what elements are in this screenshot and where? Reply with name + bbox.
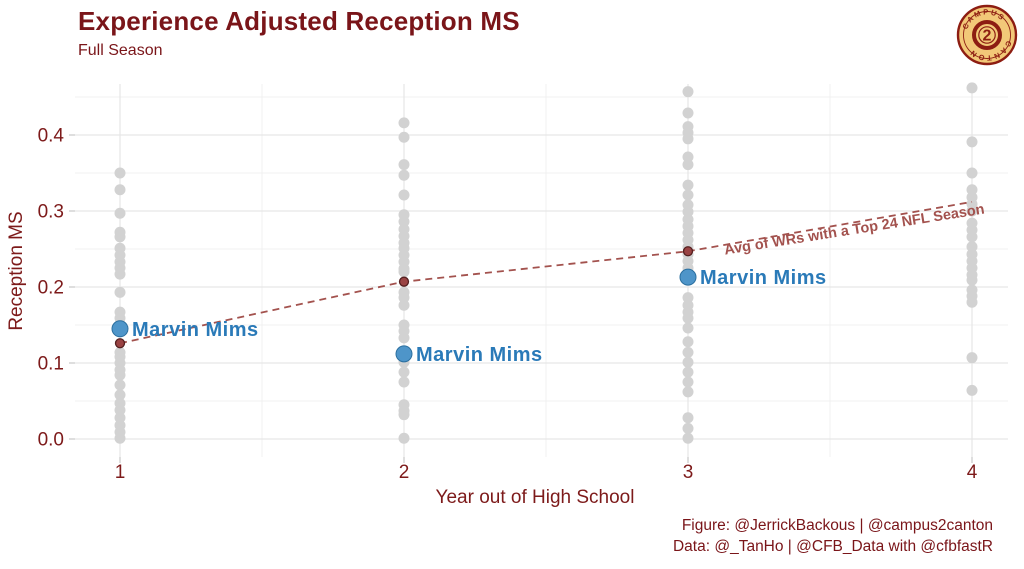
data-point: [114, 184, 126, 196]
data-point: [114, 369, 126, 381]
data-point: [682, 107, 694, 119]
data-point: [682, 366, 694, 378]
data-point: [966, 352, 978, 364]
data-point: [682, 386, 694, 398]
logo-center-digit: 2: [983, 28, 992, 45]
x-tick-label: 2: [399, 462, 410, 483]
data-point: [682, 432, 694, 444]
data-point: [966, 296, 978, 308]
data-point: [682, 159, 694, 171]
data-point: [682, 376, 694, 388]
y-tick-label: 0.3: [38, 202, 64, 223]
y-axis-title: Reception MS: [6, 211, 27, 330]
avg-trend-dashed-line: [119, 200, 973, 345]
data-point: [966, 231, 978, 243]
x-axis-tick-labels: 1 2 3 4: [115, 462, 978, 483]
data-point: [114, 167, 126, 179]
data-point: [114, 231, 126, 243]
credit-line-data: Data: @_TanHo | @CFB_Data with @cfbfastR: [672, 538, 993, 555]
data-point: [966, 82, 978, 94]
data-point: [114, 268, 126, 280]
y-tick-label: 0.2: [38, 278, 64, 299]
y-axis-tick-labels: 0.0 0.1 0.2 0.3 0.4: [38, 126, 65, 451]
data-point: [398, 266, 410, 278]
axis-tick-marks: [69, 134, 973, 463]
data-point: [114, 207, 126, 219]
chart-title: Experience Adjusted Reception MS: [78, 6, 520, 36]
marvin-mims-point: [395, 345, 413, 363]
data-point: [682, 189, 694, 201]
data-point: [682, 336, 694, 348]
y-tick-label: 0.0: [38, 430, 64, 451]
all-wrs-points: [114, 82, 978, 444]
marvin-mims-label: Marvin Mims: [700, 267, 827, 289]
data-point: [682, 322, 694, 334]
y-tick-label: 0.4: [38, 126, 65, 147]
data-point: [966, 384, 978, 396]
data-point: [682, 356, 694, 368]
data-point: [966, 274, 978, 286]
data-point: [682, 412, 694, 424]
avg-data-point: [398, 276, 410, 287]
data-point: [966, 241, 978, 253]
marvin-mims-point: [111, 320, 129, 338]
data-point: [682, 422, 694, 434]
data-point: [114, 404, 126, 416]
data-point: [398, 117, 410, 129]
minor-gridlines: [75, 84, 1008, 457]
data-point: [114, 286, 126, 298]
data-point: [682, 312, 694, 324]
data-point: [398, 131, 410, 143]
x-tick-label: 3: [683, 462, 694, 483]
data-point: [398, 432, 410, 444]
data-point: [114, 412, 126, 424]
data-point: [114, 432, 126, 444]
data-point: [682, 292, 694, 304]
data-point: [682, 179, 694, 191]
data-point: [398, 292, 410, 304]
avg-data-point: [682, 246, 694, 257]
figure-credits: Figure: @JerrickBackous | @campus2canton…: [673, 515, 993, 557]
logo-center-circle: [978, 26, 996, 44]
x-tick-label: 1: [115, 462, 126, 483]
data-point: [682, 133, 694, 145]
credit-line-figure: Figure: @JerrickBackous | @campus2canton: [681, 517, 993, 534]
data-point: [114, 389, 126, 401]
avg-top24-points: [114, 246, 694, 349]
data-point: [398, 366, 410, 378]
data-point: [682, 86, 694, 98]
data-point: [114, 379, 126, 391]
y-tick-label: 0.1: [38, 354, 64, 375]
x-tick-label: 4: [967, 462, 978, 483]
data-point: [398, 299, 410, 311]
data-point: [398, 189, 410, 201]
marvin-mims-points: Marvin Mims Marvin Mims Marvin Mims: [111, 267, 827, 366]
data-point: [682, 151, 694, 163]
campus2canton-logo: CAMPUS CANTON 2: [956, 4, 1018, 66]
x-axis-title: Year out of High School: [436, 487, 635, 508]
data-point: [682, 206, 694, 218]
data-point: [966, 136, 978, 148]
data-point: [682, 346, 694, 358]
data-point: [966, 184, 978, 196]
data-point: [966, 205, 978, 217]
marvin-mims-point: [679, 268, 697, 286]
data-point: [398, 159, 410, 171]
chart-subtitle: Full Season: [78, 42, 163, 59]
data-point: [398, 169, 410, 181]
logo-donut-ring: [972, 20, 1002, 50]
data-point: [398, 332, 410, 344]
data-point: [966, 167, 978, 179]
avg-line-annotation: Avg of WRs with a Top 24 NFL Season: [723, 202, 985, 259]
data-point: [398, 409, 410, 421]
data-point: [398, 216, 410, 228]
marvin-mims-label: Marvin Mims: [416, 344, 543, 366]
data-point: [398, 376, 410, 388]
marvin-mims-label: Marvin Mims: [132, 319, 259, 341]
avg-data-point: [114, 338, 126, 349]
logo-inner-ring: [963, 11, 1011, 59]
